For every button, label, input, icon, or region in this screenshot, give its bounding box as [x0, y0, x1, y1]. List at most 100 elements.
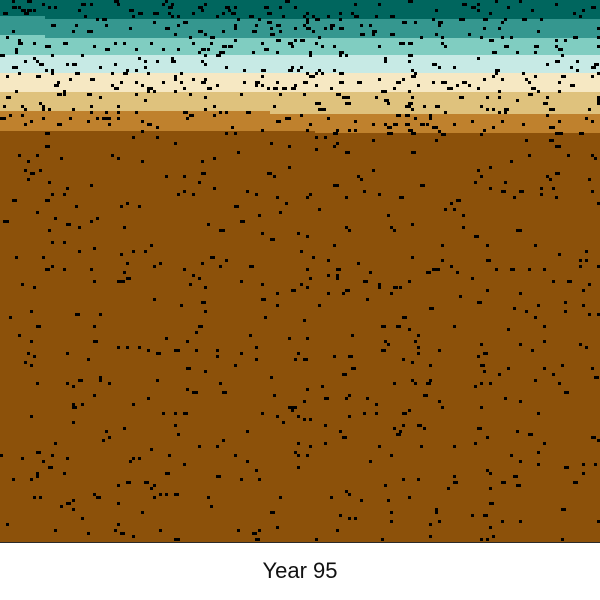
speck [429, 117, 432, 120]
speck [129, 27, 132, 30]
speck [18, 72, 21, 75]
speck [93, 493, 96, 496]
speck [42, 256, 45, 259]
speck [348, 129, 351, 132]
speck [408, 0, 413, 3]
speck [48, 45, 51, 48]
speck [30, 310, 33, 313]
speck [135, 81, 138, 84]
speck [462, 3, 465, 6]
speck [426, 271, 431, 274]
speck [228, 45, 233, 48]
speck [441, 133, 446, 136]
speck [309, 277, 312, 280]
speck [369, 271, 372, 274]
speck [423, 427, 426, 430]
speck [18, 39, 21, 42]
speck [66, 223, 71, 226]
speck [531, 9, 534, 12]
speck [237, 529, 240, 532]
speck [288, 406, 291, 409]
speck [321, 108, 326, 111]
speck [114, 87, 119, 90]
speck [213, 187, 216, 190]
speck [345, 226, 348, 229]
speck [555, 196, 558, 199]
speck [126, 262, 129, 265]
speck [300, 39, 305, 42]
speck [282, 421, 285, 424]
speck [240, 478, 243, 481]
speck [90, 78, 95, 81]
speck [309, 51, 312, 54]
speck [549, 126, 552, 129]
speck [117, 346, 120, 349]
speck [198, 445, 201, 448]
speck [81, 517, 84, 520]
speck [414, 72, 417, 75]
speck [303, 81, 308, 84]
speck [432, 268, 435, 271]
speck [222, 12, 225, 15]
speck [438, 24, 441, 27]
speck [33, 355, 36, 358]
speck [102, 117, 105, 120]
speck [171, 15, 174, 18]
speck [0, 117, 3, 120]
speck [369, 24, 372, 27]
speck [0, 454, 3, 457]
speck [147, 123, 152, 126]
speck [381, 538, 384, 541]
speck [408, 60, 411, 63]
speck [276, 24, 281, 27]
speck [297, 415, 300, 418]
speck [219, 111, 222, 114]
speck [219, 382, 222, 385]
speck [318, 108, 321, 111]
speck [174, 538, 177, 541]
teal-band [45, 18, 600, 38]
speck [510, 454, 513, 457]
speck [258, 529, 261, 532]
speck [450, 265, 453, 268]
speck [339, 430, 342, 433]
speck [93, 280, 96, 283]
speck [234, 39, 237, 42]
speck [225, 6, 230, 9]
speck [495, 69, 500, 72]
speck [306, 454, 309, 457]
speck [294, 27, 297, 30]
speck [273, 105, 276, 108]
speck [507, 6, 510, 9]
speck [183, 268, 186, 271]
speck [18, 6, 21, 9]
speck [18, 42, 23, 45]
speck [249, 265, 254, 268]
speck [6, 36, 9, 39]
speck [132, 250, 135, 253]
speck [72, 108, 75, 111]
speck [378, 283, 381, 286]
speck [171, 3, 174, 6]
speck [492, 126, 495, 129]
speck [159, 529, 162, 532]
speck [408, 102, 413, 105]
speck [546, 175, 549, 178]
speck [210, 42, 213, 45]
speck [189, 114, 194, 117]
speck [513, 307, 516, 310]
speck [384, 57, 387, 60]
speck [210, 505, 213, 508]
speck [99, 96, 102, 99]
speck [312, 256, 315, 259]
speck [177, 433, 180, 436]
speck [402, 78, 405, 81]
speck [588, 108, 591, 111]
speck [126, 277, 131, 280]
speck [201, 172, 206, 175]
speck [219, 229, 222, 232]
speck [162, 3, 165, 6]
speck [420, 123, 425, 126]
speck [441, 259, 444, 262]
speck [525, 139, 528, 142]
